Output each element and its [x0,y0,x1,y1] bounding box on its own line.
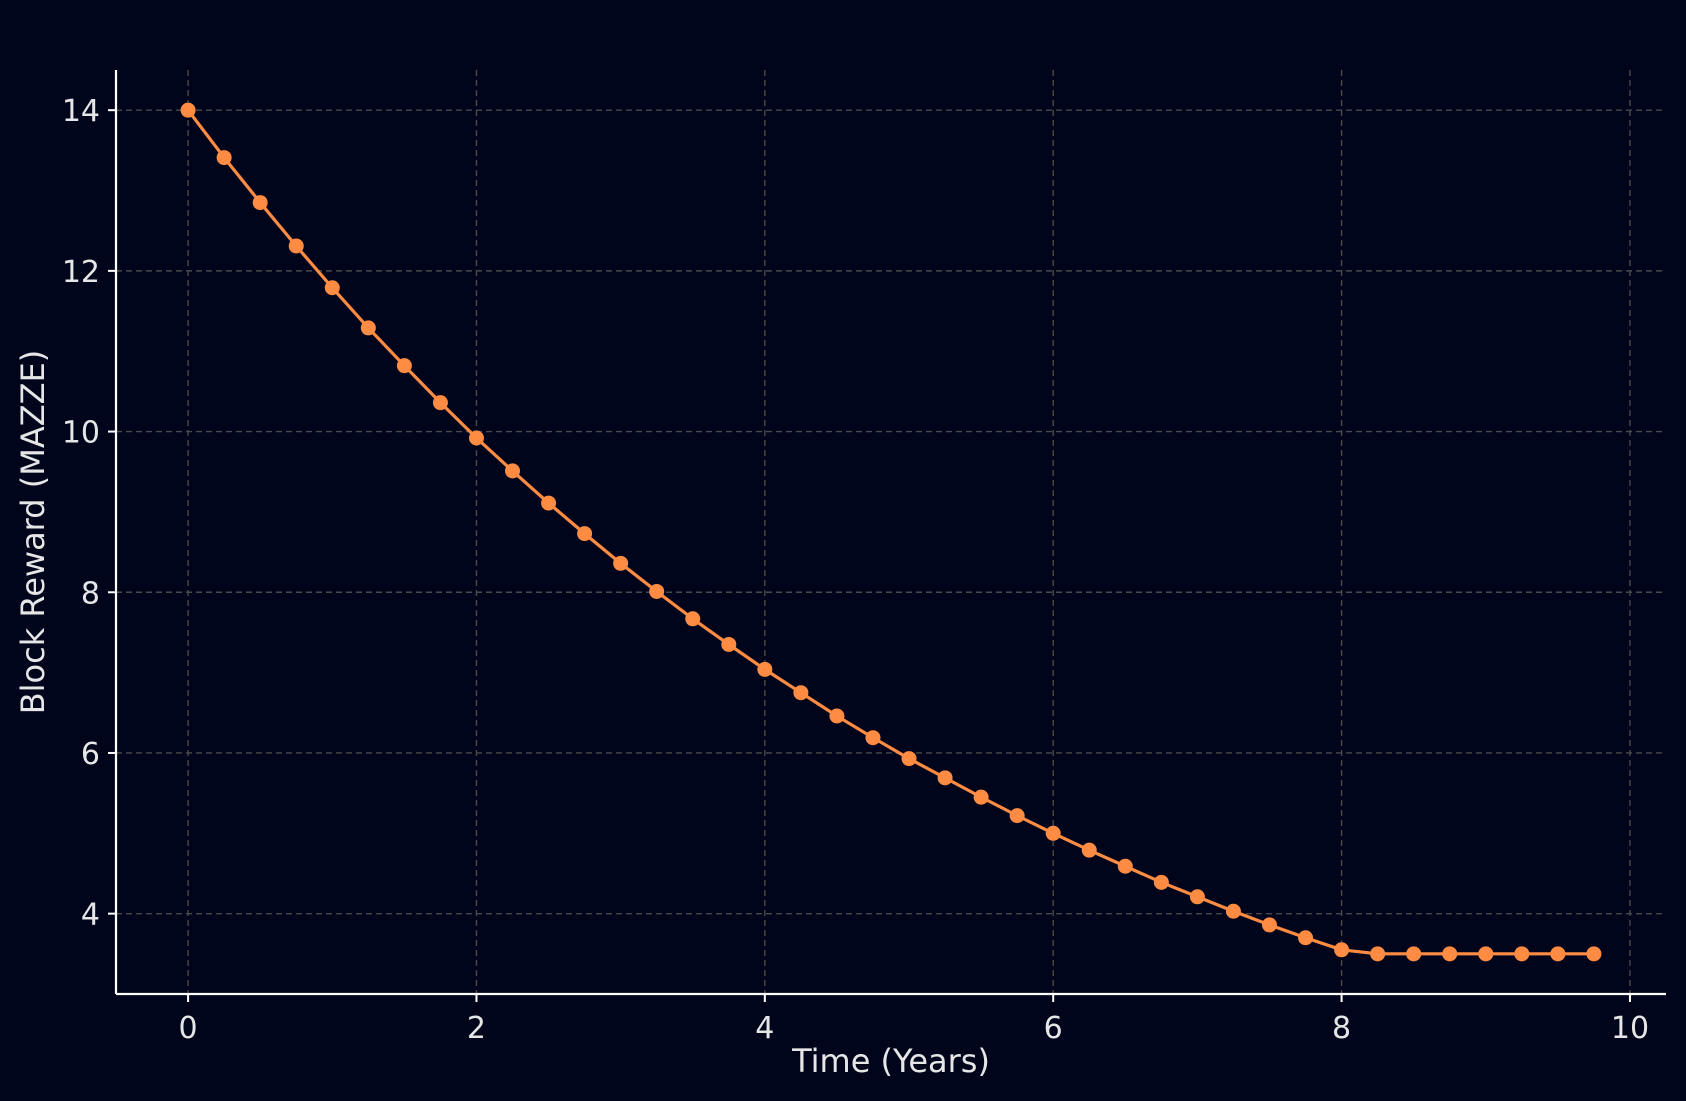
y-tick-label: 10 [62,416,100,451]
data-point [1153,874,1169,890]
data-point [1442,946,1458,962]
data-point [1586,946,1602,962]
data-point [829,708,845,724]
data-point [649,583,665,599]
x-tick-label: 10 [1611,1011,1649,1046]
x-tick-label: 8 [1332,1011,1351,1046]
y-tick-label: 6 [81,737,100,772]
x-axis-label: Time (Years) [791,1042,990,1080]
data-point [865,730,881,746]
y-tick-label: 8 [81,576,100,611]
data-point [432,395,448,411]
data-point [613,555,629,571]
x-tick-label: 2 [467,1011,486,1046]
data-point [685,611,701,627]
data-point [1298,930,1314,946]
data-point [901,751,917,767]
data-point [1189,889,1205,905]
data-point [757,661,773,677]
tick-labels: 0 2 4 6 8 10 4 6 8 10 12 14 [62,94,1649,1046]
data-point [541,495,557,511]
data-point [1478,946,1494,962]
grid-lines [116,70,1666,994]
y-tick-label: 14 [62,94,100,129]
data-points [180,102,1602,962]
data-point [1550,946,1566,962]
data-point [1225,903,1241,919]
data-point [1370,946,1386,962]
data-point [288,238,304,254]
series-line [186,108,1596,956]
data-point [1334,942,1350,958]
data-point [793,685,809,701]
series-polyline [186,108,1596,956]
data-point [396,358,412,374]
data-point [937,770,953,786]
x-tick-label: 6 [1044,1011,1063,1046]
y-tick-label: 12 [62,255,100,290]
x-tick-label: 0 [179,1011,198,1046]
data-point [1514,946,1530,962]
data-point [1045,825,1061,841]
axes [108,70,1666,1002]
y-axis-label: Block Reward (MAZZE) [14,350,52,715]
data-point [1117,858,1133,874]
data-point [505,463,521,479]
data-point [216,150,232,166]
y-tick-label: 4 [81,898,100,933]
data-point [721,636,737,652]
data-point [1009,808,1025,824]
data-point [1406,946,1422,962]
data-point [468,430,484,446]
x-tick-label: 4 [755,1011,774,1046]
data-point [1081,842,1097,858]
data-point [973,789,989,805]
data-point [180,102,196,118]
data-point [1261,917,1277,933]
data-point [324,280,340,296]
data-point [252,195,268,211]
data-point [360,320,376,336]
data-point [577,526,593,542]
